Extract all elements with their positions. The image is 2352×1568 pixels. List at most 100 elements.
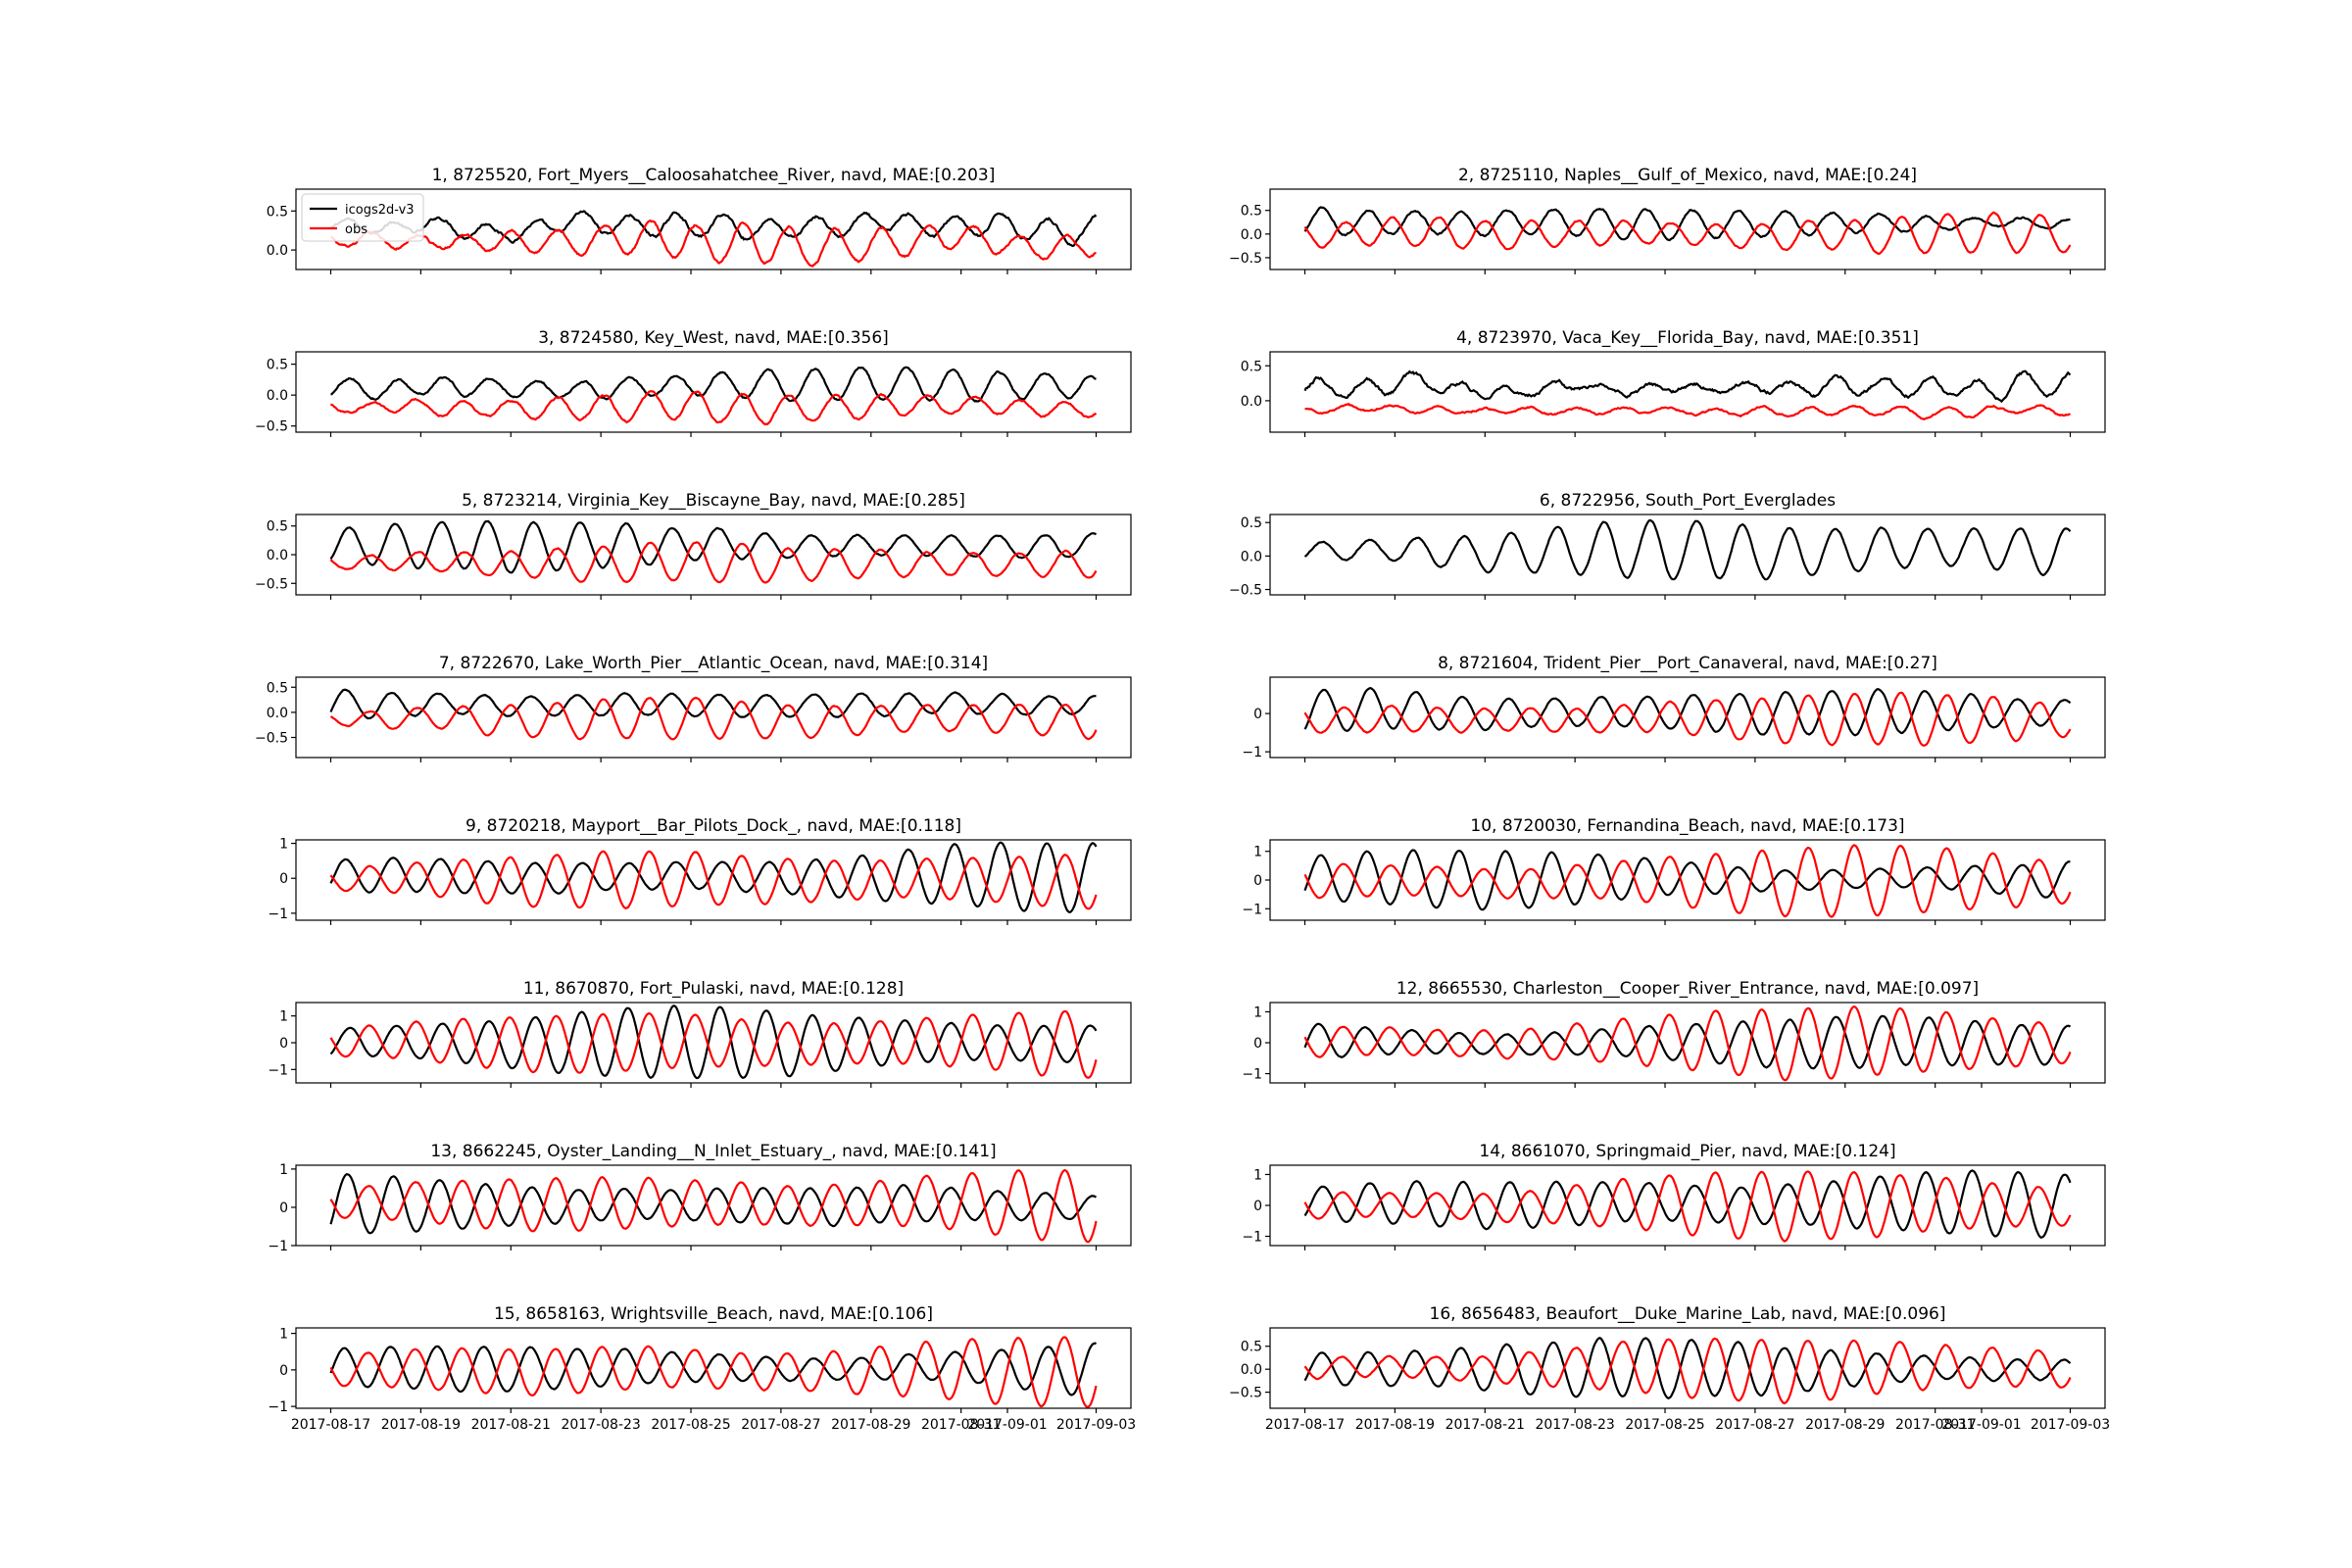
series-obs-line [1303,211,2072,256]
y-tick-label: −1 [1242,1067,1262,1083]
y-tick-label: 0 [1253,1036,1262,1052]
subplot-12: 12, 8665530, Charleston__Cooper_River_En… [1242,979,2106,1088]
x-tick-label: 2017-08-25 [651,1417,730,1433]
series-obs-line [329,850,1098,910]
series-model-line [329,1173,1098,1235]
y-tick-label: 0.5 [1241,515,1262,531]
axes-frame [1269,1002,2106,1084]
y-tick-label: 0 [279,1200,288,1216]
subplot-title: 16, 8656483, Beaufort__Duke_Marine_Lab, … [1430,1304,1946,1324]
series-model-line [1303,849,2071,911]
subplot-8: 8, 8721604, Trident_Pier__Port_Canaveral… [1242,654,2106,762]
subplot-13: 13, 8662245, Oyster_Landing__N_Inlet_Est… [268,1142,1132,1254]
y-tick-label: −1 [268,906,288,922]
x-tick-label: 2017-08-23 [561,1417,640,1433]
x-tick-label: 2017-08-31 [1895,1417,1975,1433]
series-model-line [1303,686,2072,737]
y-tick-label: −1 [1242,745,1262,760]
subplot-6: 6, 8722956, South_Port_Everglades −0.5 0.0… [1229,491,2106,600]
y-tick-label: −0.5 [1229,251,1262,267]
y-tick-label: −1 [268,1399,288,1415]
y-tick-label: 0 [279,871,288,887]
subplot-title: 7, 8722670, Lake_Worth_Pier__Atlantic_Oc… [439,654,988,673]
subplot-title: 2, 8725110, Naples__Gulf_of_Mexico, navd… [1458,166,1917,185]
y-tick-label: −1 [268,1239,288,1254]
y-tick-label: −0.5 [1229,1386,1262,1401]
y-tick-label: 0.0 [267,243,288,259]
axes-frame [295,514,1132,596]
series-obs-line [1303,844,2072,918]
subplot-11: 11, 8670870, Fort_Pulaski, navd, MAE:[0.… [268,979,1132,1088]
y-tick-label: −1 [1242,902,1262,917]
axes-frame [295,1327,1132,1409]
x-tick-label: 2017-08-29 [831,1417,910,1433]
subplot-title: 5, 8723214, Virginia_Key__Biscayne_Bay, … [462,491,965,511]
x-tick-label: 2017-08-31 [921,1417,1001,1433]
series-model-line [1303,1169,2072,1240]
y-tick-label: −0.5 [255,419,288,435]
x-tick-label: 2017-09-01 [1941,1417,2021,1433]
subplot-4: 4, 8723970, Vaca_Key__Florida_Bay, navd,… [1241,328,2106,437]
subplot-title: 1, 8725520, Fort_Myers__Caloosahatchee_R… [432,166,996,185]
subplot-3: 3, 8724580, Key_West, navd, MAE:[0.356] −… [255,328,1132,437]
axes-frame [1269,676,2106,759]
y-tick-label: 1 [279,1009,288,1025]
subplot-title: 13, 8662245, Oyster_Landing__N_Inlet_Est… [430,1142,996,1161]
y-tick-label: 0.0 [1241,227,1262,243]
subplot-title: 10, 8720030, Fernandina_Beach, navd, MAE… [1470,816,1904,836]
axes-frame [295,676,1132,759]
series-obs-line [329,696,1098,741]
y-tick-label: 0.5 [267,519,288,535]
subplot-5: 5, 8723214, Virginia_Key__Biscayne_Bay, … [255,491,1132,600]
y-tick-label: 0.5 [267,204,288,220]
axes-frame [295,839,1132,921]
axes-frame [1269,1327,2106,1409]
y-tick-label: 0.5 [267,358,288,373]
x-tick-label: 2017-08-17 [1265,1417,1345,1433]
series-model-line [1303,369,2072,404]
series-obs-line [329,1168,1098,1244]
y-tick-label: −1 [268,1062,288,1078]
axes-frame [295,351,1132,433]
y-tick-label: −0.5 [1229,583,1262,599]
axes-frame [1269,188,2106,270]
y-tick-label: 0.5 [267,680,288,696]
series-obs-line [330,219,1097,268]
series-obs-line [329,1009,1098,1079]
series-model-line [329,688,1097,720]
y-tick-label: 0 [279,1363,288,1379]
series-model-line [1303,1336,2072,1400]
axes-frame [295,1002,1132,1084]
subplot-9: 9, 8720218, Mayport__Bar_Pilots_Dock_, n… [268,816,1132,925]
series-obs-line [329,1336,1098,1408]
series-obs-line [329,541,1098,584]
subplot-14: 14, 8661070, Springmaid_Pier, navd, MAE:… [1242,1142,2106,1250]
y-tick-label: 0.0 [267,548,288,564]
x-tick-label: 2017-09-03 [2031,1417,2110,1433]
series-model-line [1303,1014,2072,1070]
y-tick-label: −0.5 [255,576,288,592]
subplot-title: 12, 8665530, Charleston__Cooper_River_En… [1396,979,1979,999]
subplot-15: 15, 8658163, Wrightsville_Beach, navd, M… [268,1304,1136,1433]
series-model-line [329,1342,1098,1396]
x-tick-label: 2017-08-27 [741,1417,820,1433]
y-tick-label: −0.5 [255,731,288,747]
y-tick-label: 0.5 [1241,1340,1262,1355]
subplot-10: 10, 8720030, Fernandina_Beach, navd, MAE… [1242,816,2106,925]
y-tick-label: 0.0 [1241,394,1262,410]
y-tick-label: 1 [279,1162,288,1178]
x-tick-label: 2017-08-17 [291,1417,370,1433]
y-tick-label: 0.5 [1241,204,1262,220]
series-model-line [329,841,1098,913]
y-tick-label: 1 [279,837,288,853]
subplot-title: 15, 8658163, Wrightsville_Beach, navd, M… [494,1304,933,1324]
series-model-line [329,210,1098,248]
series-model-line [329,1004,1098,1080]
x-tick-label: 2017-09-03 [1056,1417,1136,1433]
x-tick-label: 2017-08-19 [1355,1417,1435,1433]
legend-label: icogs2d-v3 [345,203,415,218]
subplot-title: 3, 8724580, Key_West, navd, MAE:[0.356] [538,328,889,348]
x-tick-label: 2017-08-25 [1625,1417,1704,1433]
subplot-16: 16, 8656483, Beaufort__Duke_Marine_Lab, … [1229,1304,2110,1433]
